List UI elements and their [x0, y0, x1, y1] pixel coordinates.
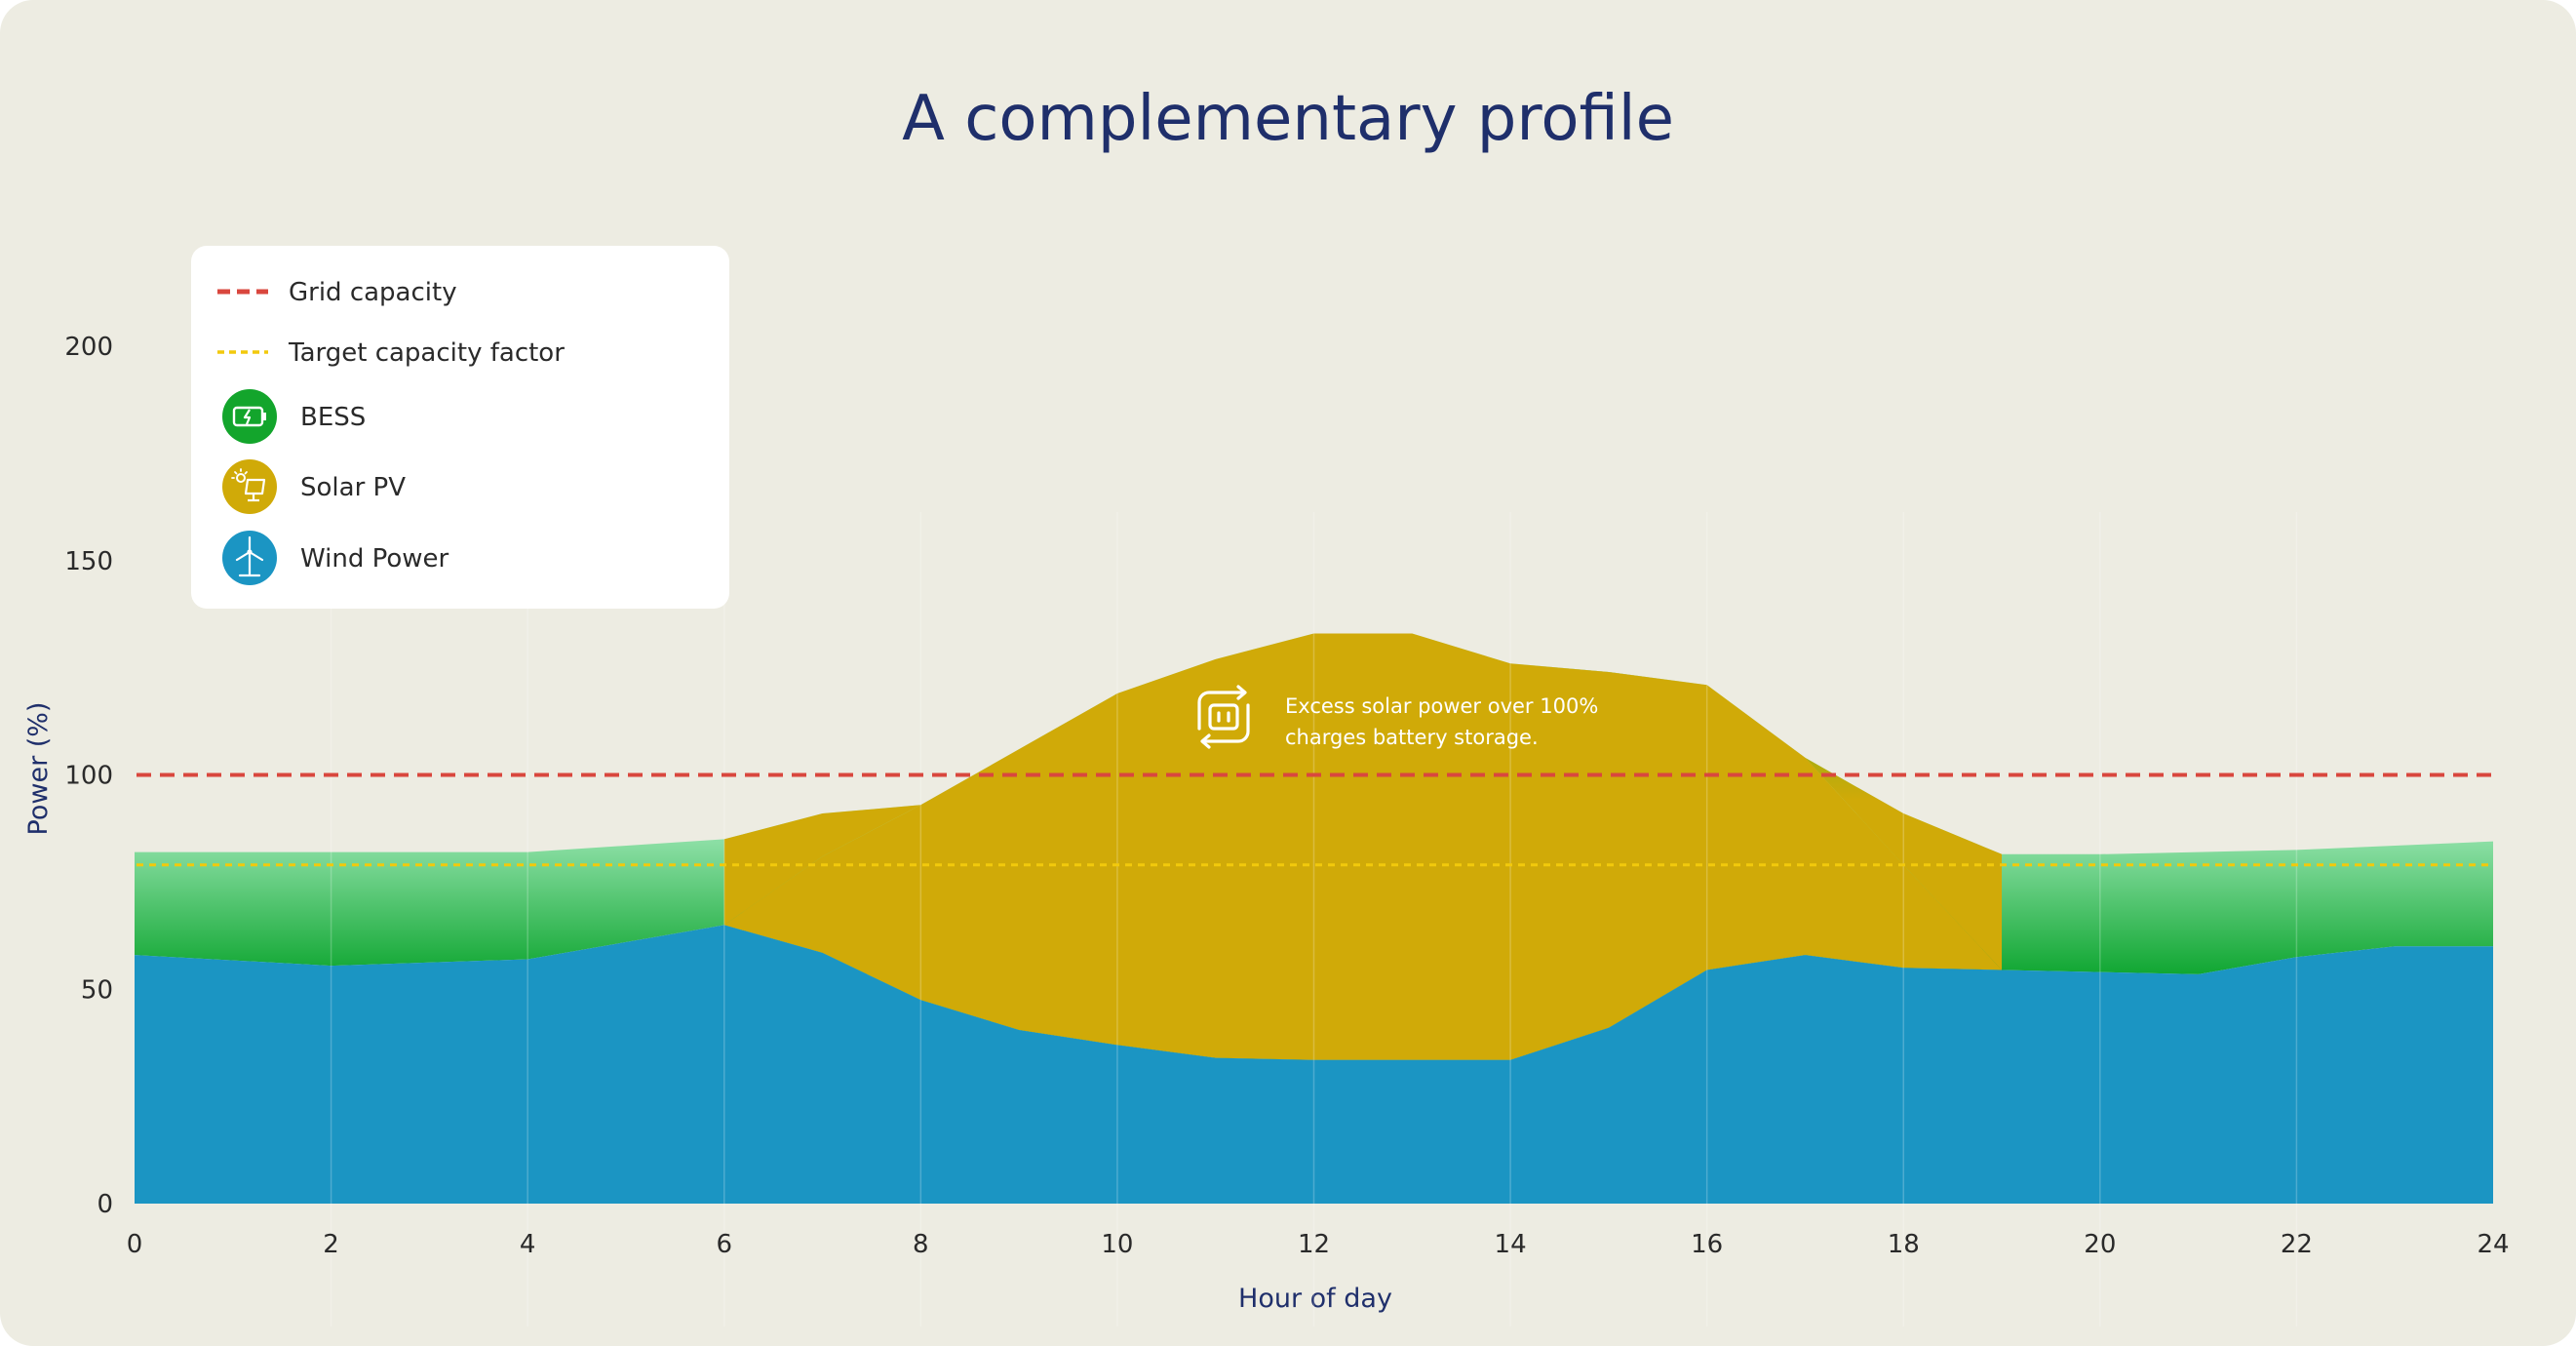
y-tick-label-0: 0 [97, 1190, 113, 1219]
legend-grid-capacity: Grid capacity [289, 278, 457, 307]
wind-turbine-icon [222, 531, 277, 585]
x-tick-label-12: 12 [1298, 1230, 1330, 1259]
legend-bess: BESS [300, 403, 366, 432]
x-tick-label-10: 10 [1101, 1230, 1133, 1259]
reference-lines [137, 772, 2493, 867]
x-tick-label-0: 0 [127, 1230, 143, 1259]
x-tick-label-2: 2 [323, 1230, 339, 1259]
vertical-gridlines [330, 512, 2298, 1326]
annotation-line-1: Excess solar power over 100% [1285, 694, 1598, 718]
y-tick-label-150: 150 [64, 547, 113, 576]
x-tick-label-4: 4 [520, 1230, 536, 1259]
battery-charge-cycle-icon [1197, 685, 1250, 749]
y-axis-ticks: 0 50 100 150 200 [64, 333, 113, 1219]
annotation: Excess solar power over 100% charges bat… [1197, 685, 1598, 749]
x-axis-label: Hour of day [1238, 1284, 1392, 1314]
annotation-line-2: charges battery storage. [1285, 726, 1539, 749]
legend-wind-power: Wind Power [300, 544, 449, 574]
x-tick-label-16: 16 [1691, 1230, 1723, 1259]
legend-box [191, 246, 729, 609]
legend-target-capacity: Target capacity factor [288, 338, 565, 368]
x-tick-label-24: 24 [2477, 1230, 2509, 1259]
solar-pv-area [723, 633, 2003, 1060]
y-axis-label: Power (%) [23, 702, 54, 836]
x-tick-label-8: 8 [913, 1230, 929, 1259]
x-tick-label-22: 22 [2281, 1230, 2313, 1259]
chart-title: A complementary profile [902, 83, 1674, 155]
x-tick-label-20: 20 [2084, 1230, 2116, 1259]
legend-solar-pv: Solar PV [300, 473, 406, 502]
y-tick-label-100: 100 [64, 762, 113, 791]
x-axis-ticks: 0 2 4 6 8 10 12 14 16 18 20 22 24 [127, 1230, 2510, 1259]
plot-areas [135, 633, 2493, 1204]
x-tick-label-14: 14 [1495, 1230, 1527, 1259]
wind-power-area [135, 925, 2493, 1204]
x-tick-label-6: 6 [716, 1230, 732, 1259]
y-tick-label-50: 50 [81, 975, 113, 1005]
battery-icon [222, 389, 277, 444]
y-tick-label-200: 200 [64, 333, 113, 362]
solar-panel-icon [222, 459, 277, 514]
legend: Grid capacity Target capacity factor BES… [191, 246, 729, 609]
x-tick-label-18: 18 [1888, 1230, 1920, 1259]
